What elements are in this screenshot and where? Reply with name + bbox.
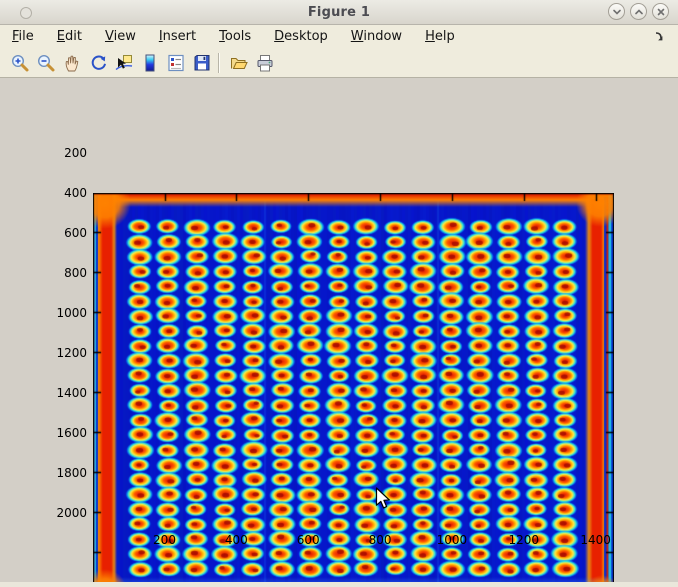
zoom-out-button[interactable] — [33, 51, 59, 75]
zoom-in-icon — [10, 53, 30, 73]
menu-desktop[interactable]: Desktop — [274, 29, 328, 44]
menu-window[interactable]: Window — [351, 29, 402, 44]
x-tick-label: 800 — [350, 533, 410, 547]
y-tick-label: 1800 — [35, 466, 87, 480]
save-button[interactable] — [189, 51, 215, 75]
x-tick-label: 200 — [135, 533, 195, 547]
menu-view[interactable]: View — [105, 29, 136, 44]
close-icon — [656, 7, 666, 17]
figure-window: Figure 1 File Edit View Insert Tools Desktop W… — [0, 0, 678, 587]
pan-icon — [62, 53, 82, 73]
dock-figure-icon[interactable] — [654, 30, 666, 42]
menu-edit[interactable]: Edit — [57, 29, 82, 44]
maximize-button[interactable] — [630, 3, 647, 20]
y-tick-label: 1000 — [35, 306, 87, 320]
y-tick-label: 2000 — [35, 506, 87, 520]
rotate-3d-button[interactable] — [85, 51, 111, 75]
rotate-3d-icon — [88, 53, 108, 73]
window-title: Figure 1 — [0, 5, 678, 20]
pan-button[interactable] — [59, 51, 85, 75]
open-icon — [229, 53, 249, 73]
legend-button[interactable] — [163, 51, 189, 75]
x-tick-label: 1000 — [422, 533, 482, 547]
y-tick-label: 400 — [35, 186, 87, 200]
chevron-down-icon — [612, 7, 622, 17]
window-bottom-edge — [0, 582, 678, 587]
menu-file[interactable]: File — [12, 29, 34, 44]
y-tick-label: 1200 — [35, 346, 87, 360]
zoom-out-icon — [36, 53, 56, 73]
save-icon — [192, 53, 212, 73]
menu-help[interactable]: Help — [425, 29, 455, 44]
toolbar-separator — [218, 53, 220, 73]
y-tick-label: 1400 — [35, 386, 87, 400]
y-tick-label: 800 — [35, 266, 87, 280]
toolbar — [0, 48, 678, 78]
x-tick-label: 1400 — [566, 533, 626, 547]
x-tick-label: 400 — [206, 533, 266, 547]
y-tick-label: 1600 — [35, 426, 87, 440]
x-tick-label: 600 — [278, 533, 338, 547]
zoom-in-button[interactable] — [7, 51, 33, 75]
print-icon — [255, 53, 275, 73]
y-tick-label: 600 — [35, 226, 87, 240]
plate-heatmap-image[interactable] — [93, 193, 614, 587]
colorbar-button[interactable] — [137, 51, 163, 75]
shade-button[interactable] — [608, 3, 625, 20]
x-tick-label: 1200 — [494, 533, 554, 547]
colorbar-icon — [140, 53, 160, 73]
legend-icon — [166, 53, 186, 73]
chevron-up-icon — [634, 7, 644, 17]
menu-tools[interactable]: Tools — [219, 29, 251, 44]
menu-insert[interactable]: Insert — [159, 29, 196, 44]
print-button[interactable] — [252, 51, 278, 75]
menu-bar: File Edit View Insert Tools Desktop Window Help — [0, 25, 678, 48]
close-button[interactable] — [652, 3, 669, 20]
title-bar[interactable]: Figure 1 — [0, 0, 678, 25]
data-cursor-button[interactable] — [111, 51, 137, 75]
data-cursor-icon — [114, 53, 134, 73]
open-button[interactable] — [226, 51, 252, 75]
y-tick-label: 200 — [35, 146, 87, 160]
figure-client-area: 200 400 600 800 1000 1200 1400 1600 1800 2000 200 4… — [0, 79, 678, 587]
